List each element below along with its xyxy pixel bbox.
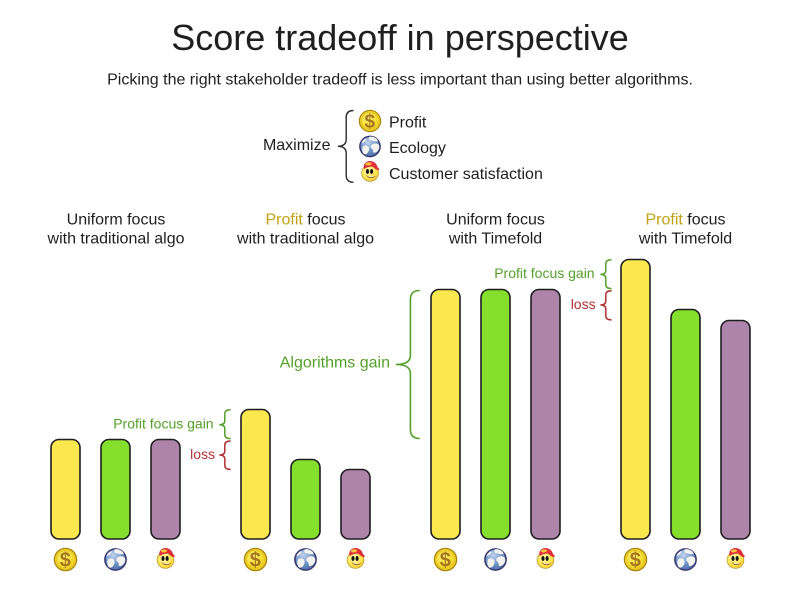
svg-text:with traditional algo: with traditional algo (47, 230, 185, 247)
svg-text:Ecology: Ecology (389, 140, 446, 157)
svg-text:Profit focus: Profit focus (645, 211, 725, 228)
svg-text:loss: loss (190, 446, 215, 462)
svg-text:loss: loss (571, 296, 596, 312)
svg-text:Score tradeoff in perspective: Score tradeoff in perspective (171, 17, 629, 58)
svg-text:Profit: Profit (389, 115, 427, 132)
svg-text:Uniform focus: Uniform focus (446, 211, 545, 228)
svg-text:Algorithms gain: Algorithms gain (280, 355, 390, 372)
svg-text:Customer satisfaction: Customer satisfaction (389, 166, 543, 183)
svg-text:with traditional algo: with traditional algo (236, 230, 374, 247)
svg-text:Profit focus: Profit focus (265, 211, 345, 228)
svg-text:Picking the right stakeholder: Picking the right stakeholder tradeoff i… (107, 72, 693, 89)
svg-text:Uniform focus: Uniform focus (67, 211, 166, 228)
svg-text:with Timefold: with Timefold (448, 230, 542, 247)
svg-text:Profit focus gain: Profit focus gain (113, 416, 213, 432)
svg-text:Maximize: Maximize (263, 137, 331, 154)
svg-text:with Timefold: with Timefold (638, 230, 732, 247)
svg-text:Profit focus gain: Profit focus gain (494, 265, 594, 281)
